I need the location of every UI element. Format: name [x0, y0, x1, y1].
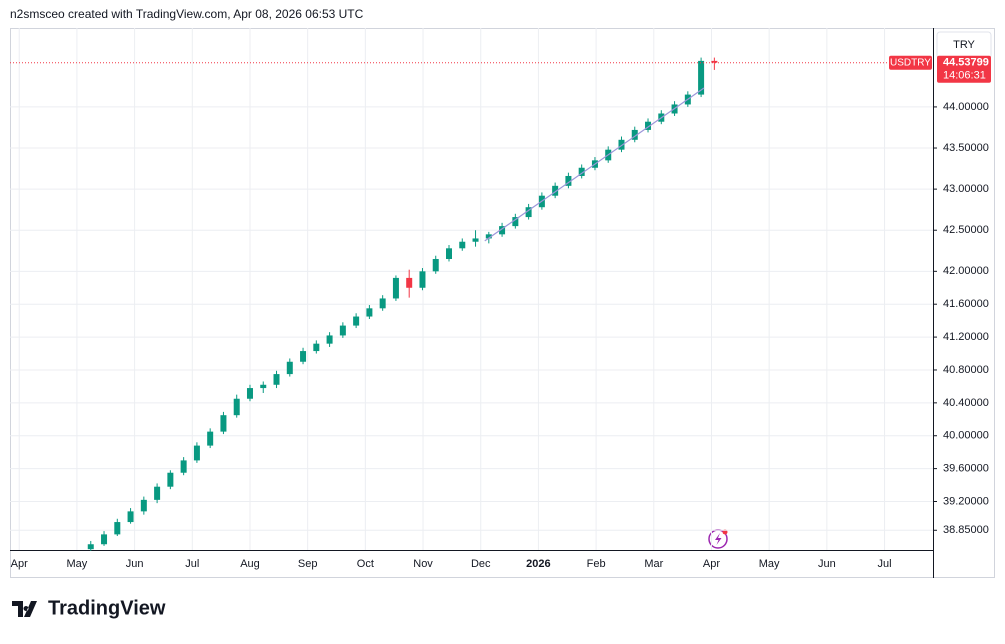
candle-body: [207, 431, 214, 446]
y-tick-label: 43.00000: [943, 183, 989, 195]
last-price-label-bg: [937, 55, 991, 83]
candle-body: [485, 234, 492, 239]
x-tick-label: Sep: [298, 558, 318, 570]
candle-body: [419, 271, 426, 288]
candle-body: [233, 398, 240, 416]
candle-body: [140, 499, 147, 512]
x-tick-label: Mar: [644, 558, 663, 570]
y-tick-label: 40.00000: [943, 430, 989, 442]
candle-body: [472, 238, 479, 242]
candle-body: [618, 139, 625, 150]
y-tick-label: 41.60000: [943, 298, 989, 310]
x-tick-label: Jun: [818, 558, 836, 570]
y-tick-label: 40.80000: [943, 364, 989, 376]
candle-body: [87, 544, 94, 550]
y-tick-label: 43.50000: [943, 142, 989, 154]
candle-body: [631, 129, 638, 140]
candle-body: [193, 445, 200, 461]
candle-body: [180, 460, 187, 473]
logo-text: TradingView: [48, 597, 166, 619]
candle-body: [339, 325, 346, 336]
candle-body: [101, 534, 108, 545]
y-tick-label: 41.20000: [943, 331, 989, 343]
candle-body: [313, 343, 320, 352]
trend-line[interactable]: [484, 87, 705, 242]
candle-body: [512, 217, 519, 227]
candle-body: [499, 226, 506, 235]
x-tick-label: Dec: [471, 558, 491, 570]
y-tick-label: 40.40000: [943, 397, 989, 409]
candle-body: [167, 472, 174, 487]
candle-body: [220, 415, 227, 432]
candle-body: [114, 522, 121, 535]
candle-body: [154, 486, 161, 500]
event-icon-bolt: [715, 533, 722, 545]
candle-body: [127, 511, 134, 523]
candle-body: [286, 361, 293, 375]
frame: [10, 28, 995, 578]
candle-body: [353, 316, 360, 326]
x-tick-label: Apr: [11, 558, 28, 570]
symbol-label-bg: [889, 55, 932, 70]
x-tick-label: 2026: [526, 558, 550, 570]
candle-body: [645, 121, 652, 130]
x-tick-label: Aug: [240, 558, 260, 570]
candle-body: [525, 207, 532, 218]
plot-area: [10, 28, 933, 551]
x-tick-label: May: [759, 558, 780, 570]
candle-body: [366, 308, 373, 317]
x-tick-label: Apr: [703, 558, 720, 570]
x-tick-label: May: [67, 558, 88, 570]
candle-body: [711, 60, 718, 63]
y-tick-label: 39.60000: [943, 463, 989, 475]
currency: TRY: [953, 39, 975, 51]
y-tick-label: 38.85000: [943, 524, 989, 536]
candle-body: [246, 388, 253, 399]
y-tick-label: 44.00000: [943, 101, 989, 113]
candle-body: [379, 298, 386, 309]
x-tick-label: Jun: [126, 558, 144, 570]
candle-body: [300, 351, 307, 362]
candle-body: [446, 248, 453, 259]
last-price-label: 44.53799: [943, 57, 989, 69]
x-tick-label: Feb: [587, 558, 606, 570]
candle-body: [698, 60, 705, 95]
candle-body: [432, 258, 439, 272]
y-tick-label: 39.20000: [943, 495, 989, 507]
candle-body: [260, 384, 267, 389]
countdown: 14:06:31: [943, 70, 986, 82]
candle-body: [273, 374, 280, 385]
candle-body: [565, 175, 572, 186]
logo-mark: [12, 601, 37, 617]
x-tick-label: Jul: [878, 558, 892, 570]
candle-body: [578, 167, 585, 176]
symbol-label: USDTRY: [890, 57, 931, 68]
x-tick-label: Oct: [357, 558, 374, 570]
header: n2smsceo created with TradingView.com, A…: [10, 7, 364, 21]
candle-body: [392, 277, 399, 299]
y-tick-label: 42.50000: [943, 224, 989, 236]
x-tick-label: Jul: [185, 558, 199, 570]
candle-body: [459, 241, 466, 249]
candle-body: [552, 185, 559, 196]
y-tick-label: 42.00000: [943, 265, 989, 277]
candle-body: [406, 277, 413, 288]
logo: TradingView: [12, 597, 166, 619]
candle-body: [326, 335, 333, 344]
x-tick-label: Nov: [413, 558, 433, 570]
